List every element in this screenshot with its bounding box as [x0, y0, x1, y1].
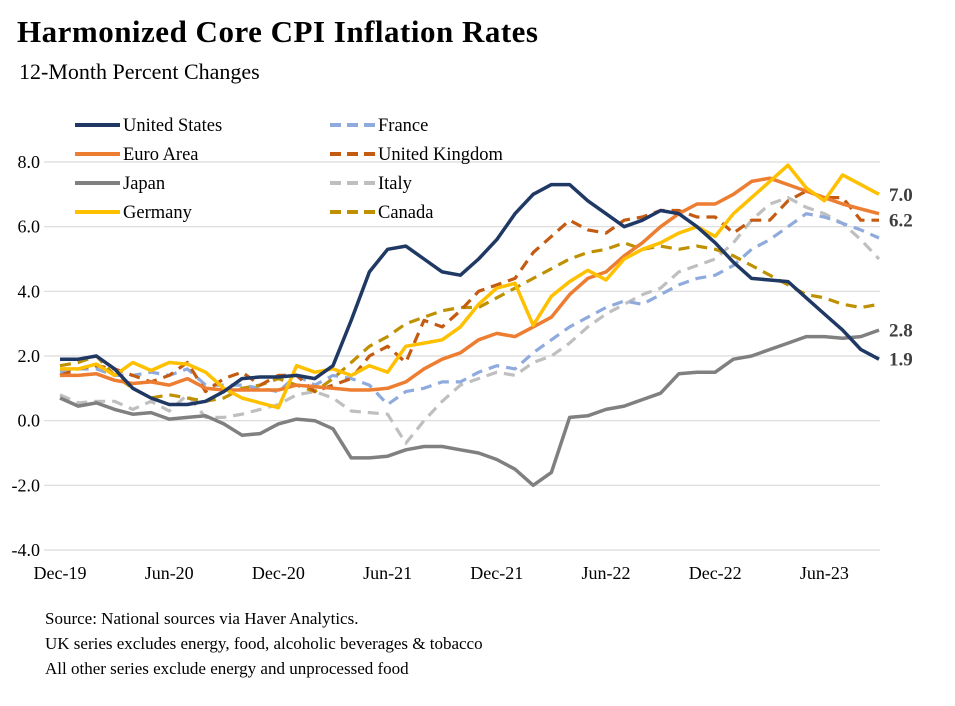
source-line-3: All other series exclude energy and unpr…: [45, 659, 409, 678]
end-label-japan: 2.8: [889, 321, 913, 342]
end-label-germany: 7.0: [889, 185, 913, 206]
legend-item-germany: Germany: [75, 203, 193, 223]
legend-item-canada: Canada: [330, 203, 433, 223]
y-axis-tick-label: 2.0: [18, 346, 41, 366]
series-line-united-states: [60, 182, 880, 407]
legend-item-italy: Italy: [330, 174, 413, 194]
legend-label-united-kingdom: United Kingdom: [378, 145, 503, 165]
legend: United States Euro Area Japan Germany France…: [75, 116, 503, 223]
legend-label-germany: Germany: [123, 203, 193, 223]
source-note: Source: National sources via Haver Analy…: [45, 606, 483, 681]
source-line-1: Source: National sources via Haver Analy…: [45, 609, 359, 628]
x-axis-tick-label: Dec-22: [689, 563, 742, 583]
legend-item-euro-area: Euro Area: [75, 145, 199, 165]
x-axis-tick-label: Jun-21: [363, 563, 412, 583]
x-axis-tick-label: Dec-20: [252, 563, 305, 583]
source-line-2: UK series excludes energy, food, alcohol…: [45, 634, 483, 653]
legend-item-united-kingdom: United Kingdom: [330, 145, 503, 165]
series-line-united-kingdom: [59, 189, 879, 394]
legend-item-france: France: [330, 116, 428, 136]
legend-item-japan: Japan: [75, 174, 165, 194]
x-axis-tick-label: Jun-22: [582, 563, 631, 583]
gridlines: [44, 161, 880, 551]
end-label-united-kingdom: 6.2: [889, 211, 913, 232]
series-line-euro-area: [60, 176, 880, 392]
series-line-japan: [59, 328, 880, 488]
end-label-united-states: 1.9: [889, 350, 913, 371]
legend-item-united-states: United States: [75, 116, 222, 136]
y-axis-tick-label: 8.0: [18, 152, 41, 172]
series-lines: [59, 163, 881, 488]
y-axis-tick-label: -2.0: [12, 475, 41, 495]
x-axis-tick-label: Jun-20: [145, 563, 194, 583]
y-axis-tick-label: 6.0: [18, 217, 41, 237]
legend-label-italy: Italy: [378, 174, 413, 194]
series-line-canada: [59, 241, 880, 403]
x-axis-tick-label: Dec-19: [34, 563, 87, 583]
legend-label-euro-area: Euro Area: [123, 145, 199, 165]
legend-label-japan: Japan: [123, 174, 165, 194]
x-axis-tick-label: Dec-21: [470, 563, 523, 583]
y-axis-tick-label: 0.0: [18, 411, 41, 431]
legend-label-canada: Canada: [378, 203, 433, 223]
y-axis-tick-label: -4.0: [12, 540, 41, 560]
series-line-germany: [60, 163, 880, 410]
chart-title: Harmonized Core CPI Inflation Rates: [17, 14, 539, 49]
legend-label-france: France: [378, 116, 428, 136]
y-axis-tick-label: 4.0: [18, 281, 41, 301]
series-line-italy: [59, 196, 881, 445]
x-axis-tick-label: Jun-23: [800, 563, 849, 583]
legend-label-united-states: United States: [123, 116, 222, 136]
chart-subtitle: 12-Month Percent Changes: [19, 59, 260, 84]
